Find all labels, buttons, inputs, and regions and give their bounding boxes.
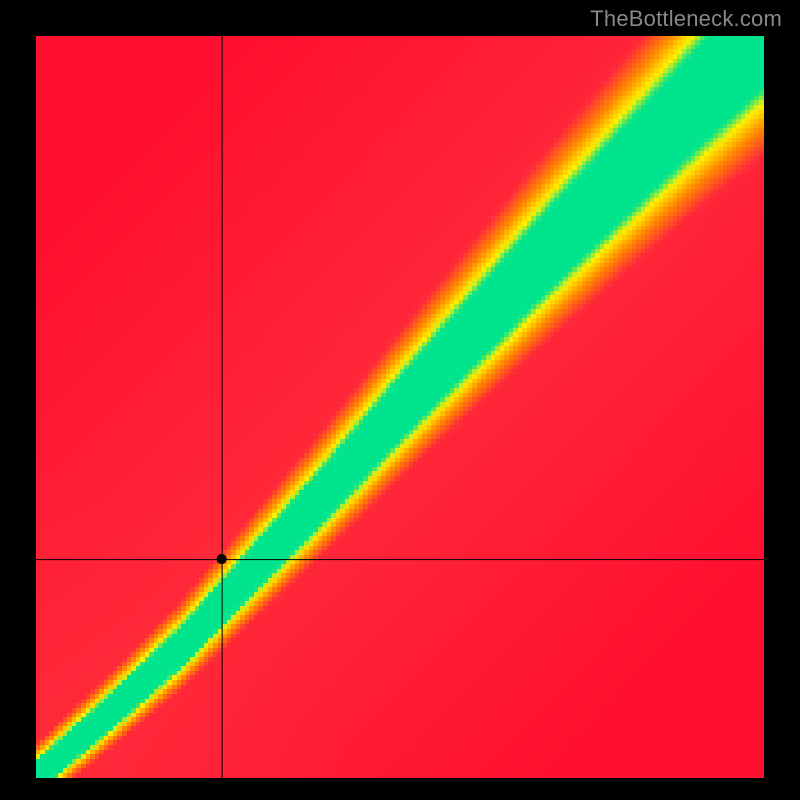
watermark-text: TheBottleneck.com: [590, 6, 782, 32]
heatmap-canvas: [36, 36, 764, 778]
page-root: TheBottleneck.com: [0, 0, 800, 800]
heatmap-plot: [36, 36, 764, 778]
